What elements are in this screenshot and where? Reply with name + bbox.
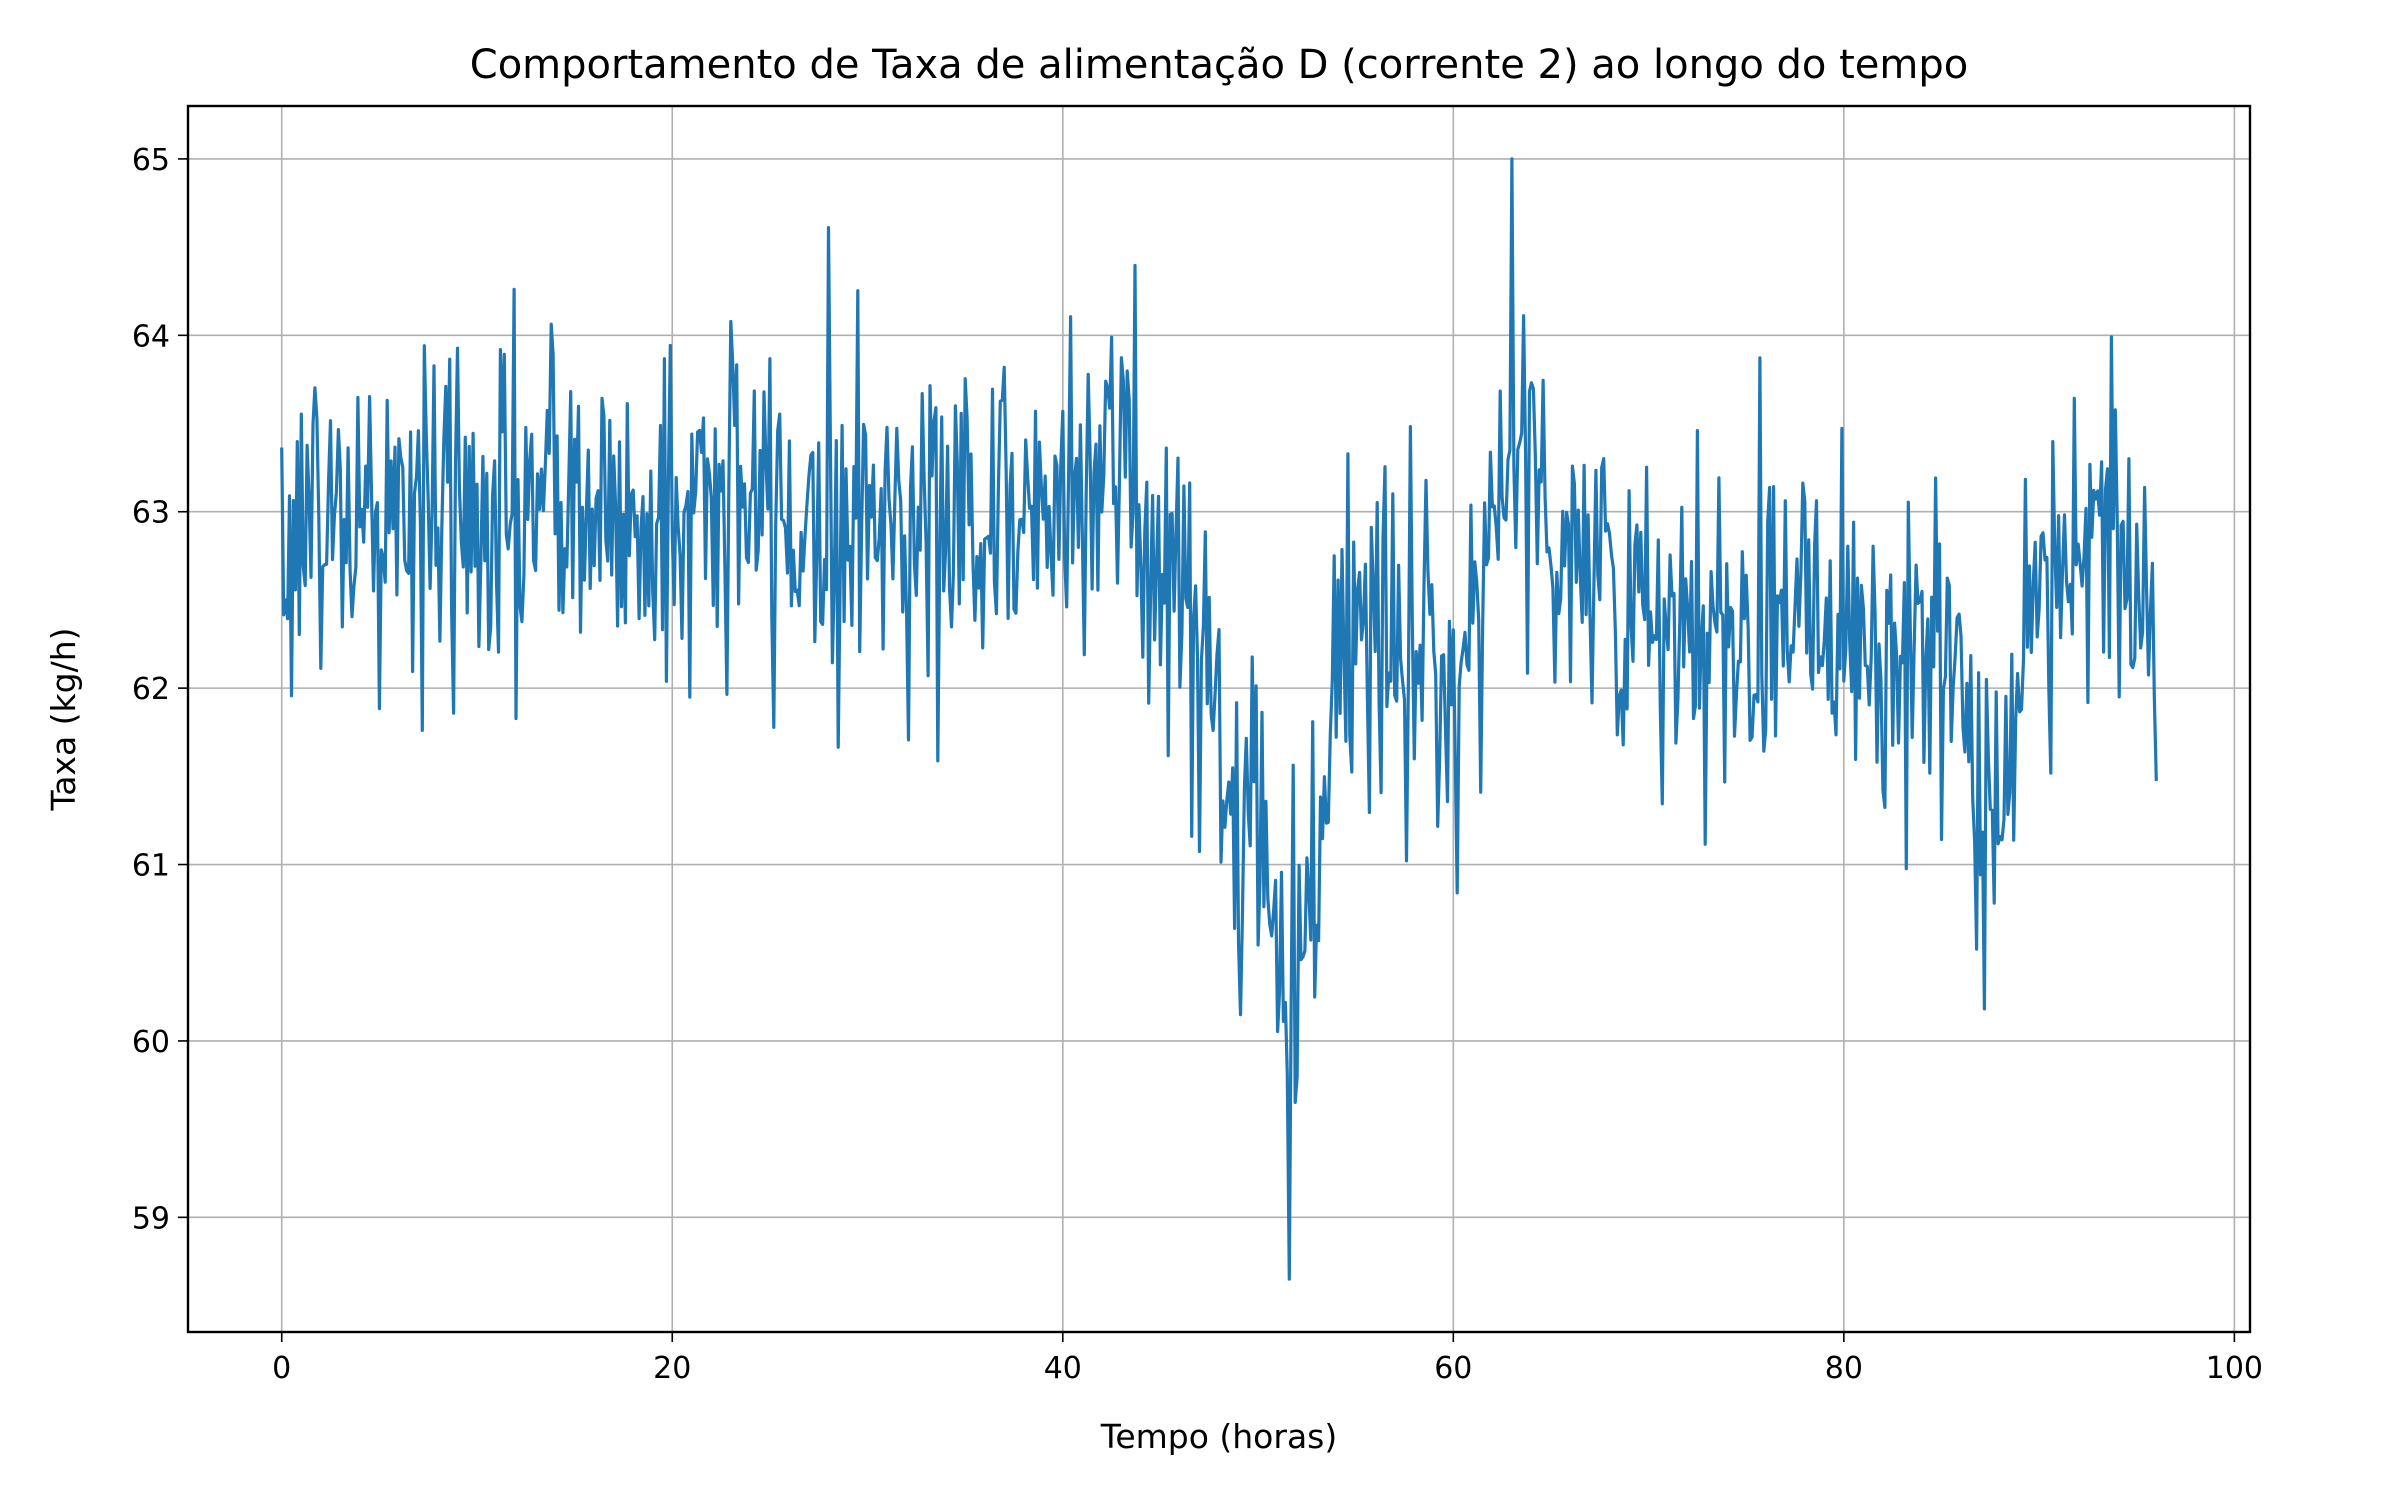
y-tick-label: 60 xyxy=(132,1025,170,1060)
series-layer xyxy=(280,157,2158,1281)
y-axis-label: Taxa (kg/h) xyxy=(44,628,83,812)
plot-frame xyxy=(186,104,2252,1334)
x-tick-label: 80 xyxy=(1825,1351,1863,1386)
y-tick-label: 65 xyxy=(132,143,170,178)
y-tick-label: 61 xyxy=(132,849,170,884)
series-line xyxy=(280,157,2158,1281)
x-axis-label: Tempo (horas) xyxy=(1100,1417,1337,1456)
x-tick-label: 40 xyxy=(1044,1351,1082,1386)
y-tick-label: 59 xyxy=(132,1201,170,1236)
x-tick-label: 100 xyxy=(2206,1351,2263,1386)
ticks: 0 20 40 60 80 100 59 60 61 62 63 64 65 xyxy=(132,143,2263,1386)
x-tick-label: 0 xyxy=(272,1351,291,1386)
y-tick-label: 64 xyxy=(132,319,170,354)
x-tick-label: 20 xyxy=(653,1351,691,1386)
y-tick-label: 63 xyxy=(132,496,170,531)
chart-title: Comportamento de Taxa de alimentação D (… xyxy=(470,42,1968,88)
y-tick-label: 62 xyxy=(132,672,170,707)
x-tick-label: 60 xyxy=(1434,1351,1472,1386)
